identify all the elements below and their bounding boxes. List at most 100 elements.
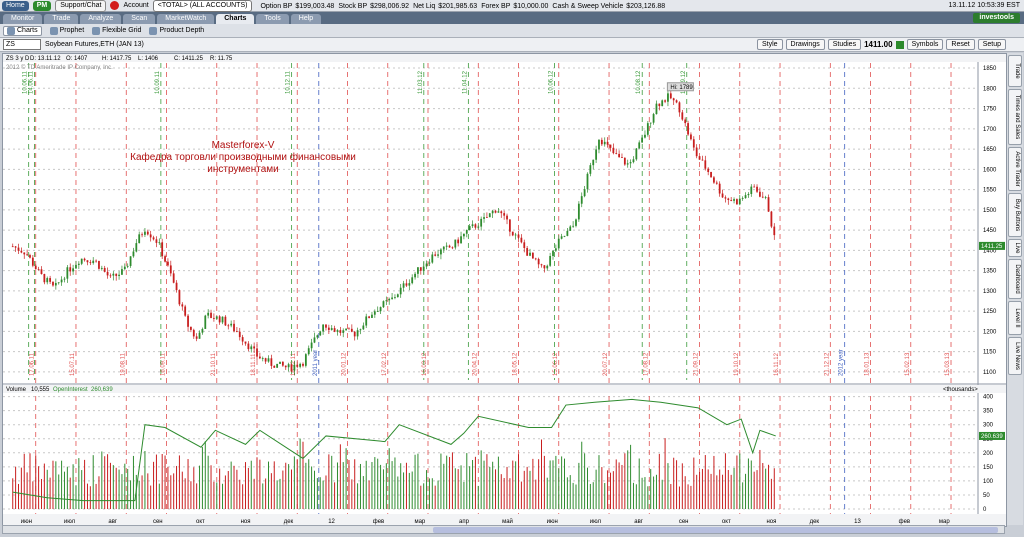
tab-tools[interactable]: Tools (256, 14, 289, 24)
side-tab-active-trader[interactable]: Active Trader (1008, 147, 1022, 191)
open-interest-line (12, 398, 776, 502)
side-tab-label: Times and Sales (1014, 94, 1020, 140)
candle-body (773, 226, 776, 236)
top-status-bar: Home PM Support/Chat Account <TOTAL> (AL… (0, 0, 1024, 12)
candle-body (534, 258, 537, 260)
candle-body (736, 199, 738, 205)
price-tick-label: 1800 (983, 86, 997, 92)
side-tab-dashboard[interactable]: Dashboard (1008, 259, 1022, 299)
subtab-flexible-grid[interactable]: Flexible Grid (92, 26, 141, 35)
style-button[interactable]: Style (756, 39, 783, 50)
candle-body (258, 356, 261, 359)
candle-body (595, 149, 598, 160)
scrollbar-thumb[interactable] (433, 527, 998, 533)
chart-header-low: L: 1406 (138, 56, 159, 62)
subtab-charts[interactable]: Charts (3, 25, 42, 36)
side-tab-label: Buy Buttons (1014, 198, 1020, 232)
candle-body (63, 278, 66, 280)
reset-button[interactable]: Reset (946, 39, 975, 50)
candle-body (445, 245, 448, 247)
tab-marketwatch[interactable]: MarketWatch (157, 14, 215, 24)
side-tab-trade[interactable]: Trade (1008, 55, 1022, 87)
subtab-product-depth[interactable]: Product Depth (149, 26, 204, 35)
studies-button[interactable]: Studies (827, 39, 862, 50)
candle-body (764, 197, 767, 198)
candle-body (517, 234, 520, 238)
candle-body (149, 234, 152, 238)
chart-header-close: C: 1411.25 (174, 56, 204, 62)
candle-body (345, 328, 347, 331)
candle-body (687, 123, 689, 135)
date-vline-label: 17.02.12 (382, 352, 388, 376)
side-tab-times-and-sales[interactable]: Times and Sales (1008, 89, 1022, 145)
side-tab-live-news[interactable]: Live News (1008, 337, 1022, 375)
paper-money-badge[interactable]: PM (32, 0, 52, 11)
candle-body (667, 93, 669, 102)
date-vline-label: 2012 year (839, 349, 845, 376)
candle-body (34, 265, 37, 270)
candle-body (701, 159, 704, 161)
candle-body (471, 224, 474, 227)
candle-body (474, 224, 477, 228)
candle-body (664, 100, 666, 102)
candle-body (75, 264, 77, 269)
candle-body (529, 252, 531, 256)
tab-analyze[interactable]: Analyze (80, 14, 122, 24)
side-tab-label: Trade (1014, 63, 1020, 79)
candle-body (184, 306, 187, 316)
candle-body (442, 246, 445, 250)
volume-label: Volume (6, 387, 27, 393)
candle-body (554, 248, 557, 251)
month-tick-label: сен (153, 519, 163, 525)
account-select[interactable]: <TOTAL> (ALL ACCOUNTS) (152, 0, 253, 12)
last-price-label: 1411.25 (981, 244, 1003, 250)
candle-body (155, 239, 158, 243)
record-icon[interactable] (110, 1, 120, 10)
chart-header-period: ZS 3 y D (6, 56, 30, 62)
chart-scrollbar[interactable] (2, 525, 1005, 534)
symbol-bar-actions: Style Drawings Studies 1411.00 Symbols R… (756, 39, 1024, 50)
price-volume-chart[interactable]: 1850180017501700165016001550150014501400… (3, 54, 1006, 526)
candle-body (17, 247, 20, 251)
date-vline-label: 19.08.11 (120, 352, 126, 376)
subtab-prophet[interactable]: Prophet (49, 26, 84, 35)
candle-body (307, 348, 310, 355)
candle-body (238, 331, 241, 338)
candle-body (537, 258, 540, 265)
symbols-button[interactable]: Symbols (906, 39, 944, 50)
home-button[interactable]: Home (2, 0, 29, 11)
candle-body (586, 173, 589, 190)
side-tab-live[interactable]: Live (1008, 239, 1022, 257)
candle-body (753, 186, 756, 188)
chart-panel[interactable]: 1850 1800 1750 1700 1650 1600 1550 1500 1450 1400… (2, 53, 1007, 527)
tab-monitor[interactable]: Monitor (3, 14, 43, 24)
month-tick-label: авг (108, 519, 118, 525)
candle-body (244, 341, 247, 344)
candle-body (460, 236, 462, 244)
candle-body (129, 256, 132, 266)
setup-button[interactable]: Setup (977, 39, 1006, 50)
copyright-label: 2012 © TD Ameritrade IP Company, Inc. (6, 64, 113, 71)
side-tab-level-ii[interactable]: Level II (1008, 301, 1022, 335)
candle-body (580, 196, 583, 204)
tab-scan[interactable]: Scan (123, 14, 156, 24)
month-tick-label: июл (590, 519, 602, 525)
investools-logo[interactable]: investools (973, 13, 1020, 23)
support-chat-button[interactable]: Support/Chat (55, 0, 107, 12)
candle-body (224, 316, 227, 326)
drawings-button[interactable]: Drawings (785, 39, 825, 50)
volume-tick-label: 300 (983, 423, 994, 429)
candle-body (247, 343, 250, 350)
tab-trade[interactable]: Trade (44, 14, 79, 24)
tab-help[interactable]: Help (290, 14, 322, 24)
candle-body (713, 177, 715, 183)
side-tab-buy-buttons[interactable]: Buy Buttons (1008, 193, 1022, 237)
price-tick-label: 1750 (983, 107, 997, 113)
candle-body (600, 139, 603, 145)
symbol-input[interactable]: ZS (3, 39, 41, 50)
price-tick-label: 1300 (983, 289, 997, 295)
month-tick-label: мар (939, 519, 950, 525)
tab-charts[interactable]: Charts (216, 14, 255, 24)
candle-body (126, 265, 129, 267)
candle-body (190, 326, 192, 330)
